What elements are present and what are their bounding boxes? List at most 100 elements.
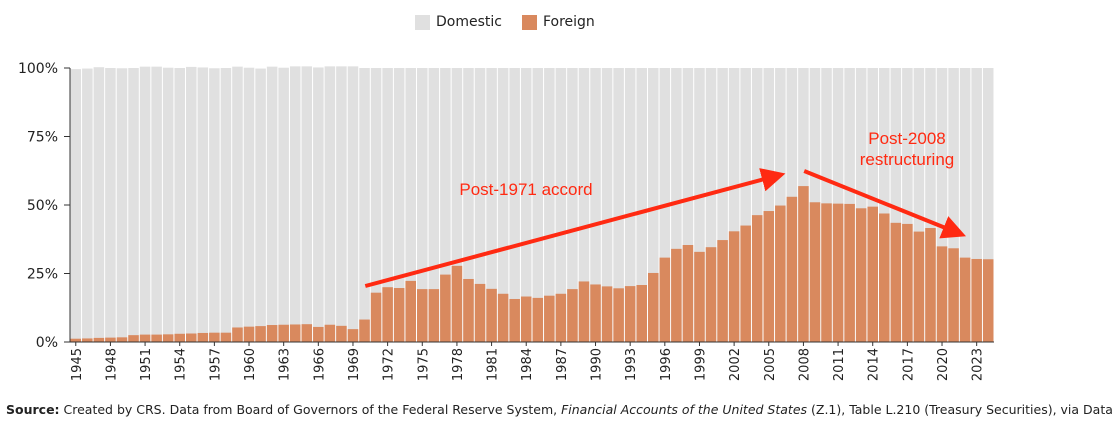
annotation-label-post-2008-line-1: Post-2008	[868, 129, 946, 148]
bar-domestic-1969	[347, 66, 359, 342]
bar-foreign-1983	[509, 298, 520, 342]
bar-domestic-1950	[128, 68, 139, 342]
bar-domestic-2016	[890, 68, 902, 342]
bar-foreign-1951	[139, 334, 151, 342]
bar-foreign-2024	[982, 259, 994, 342]
bar-foreign-2004	[751, 215, 763, 342]
bar-foreign-1957	[209, 332, 220, 342]
bar-domestic-2003	[740, 68, 751, 342]
bar-foreign-1971	[370, 292, 382, 342]
x-tick-label-1966: 1966	[312, 348, 327, 381]
bar-foreign-2005	[763, 211, 775, 342]
legend-swatch-foreign	[521, 14, 537, 30]
x-tick-label-1987: 1987	[555, 348, 570, 381]
x-tick-label-1948: 1948	[104, 348, 119, 381]
bar-foreign-2001	[717, 240, 728, 342]
bar-foreign-1994	[636, 285, 647, 342]
bar-domestic-1957	[209, 68, 220, 343]
bar-domestic-1976	[428, 68, 440, 342]
bar-domestic-1951	[139, 66, 151, 342]
legend-item-foreign[interactable]: Foreign	[521, 14, 595, 30]
annotation-label-post-2008-line-2: restructuring	[860, 150, 954, 169]
bar-foreign-2019	[925, 228, 936, 342]
bar-domestic-1971	[370, 68, 382, 342]
legend-label-domestic: Domestic	[436, 14, 502, 30]
bar-domestic-1983	[509, 68, 520, 342]
legend-swatch-domestic	[415, 14, 430, 30]
x-tick-label-1993: 1993	[624, 348, 639, 381]
bar-domestic-1946	[82, 68, 93, 342]
bar-foreign-1985	[532, 297, 544, 342]
bar-foreign-1949	[116, 337, 128, 342]
x-tick-label-1975: 1975	[416, 348, 431, 381]
source-italic: Financial Accounts of the United States	[561, 402, 808, 417]
bar-foreign-2010	[821, 203, 832, 342]
bar-foreign-1970	[359, 319, 370, 342]
bar-domestic-1992	[613, 68, 624, 342]
bar-foreign-1963	[278, 324, 289, 342]
bar-foreign-1969	[347, 329, 359, 342]
bar-foreign-2023	[971, 258, 982, 342]
bar-domestic-1984	[520, 68, 532, 342]
bar-domestic-2024	[982, 68, 994, 342]
bar-foreign-1991	[601, 286, 613, 342]
bar-foreign-1980	[474, 283, 486, 342]
source-text-before: Created by CRS. Data from Board of Gover…	[59, 402, 562, 417]
bar-domestic-1977	[440, 68, 451, 342]
bar-domestic-1975	[417, 68, 428, 342]
bar-foreign-1958	[220, 332, 232, 342]
x-tick-label-1999: 1999	[693, 348, 708, 381]
bar-foreign-2008	[798, 186, 809, 342]
x-tick-label-2020: 2020	[936, 348, 951, 381]
x-tick-label-1957: 1957	[208, 348, 223, 381]
bar-foreign-2002	[728, 231, 740, 342]
bar-domestic-1993	[624, 68, 636, 342]
bar-domestic-1945	[70, 69, 82, 342]
legend-item-domestic[interactable]: Domestic	[415, 14, 502, 30]
x-tick-label-1978: 1978	[451, 348, 466, 381]
bar-domestic-1961	[255, 68, 266, 342]
bar-foreign-1968	[336, 325, 347, 342]
x-tick-label-2005: 2005	[763, 348, 778, 381]
legend: Domestic Foreign	[415, 14, 595, 30]
bar-foreign-1959	[232, 327, 243, 342]
bar-domestic-1962	[266, 66, 278, 342]
bar-foreign-1981	[486, 288, 497, 342]
bar-foreign-1966	[313, 326, 324, 342]
bar-domestic-2006	[775, 68, 786, 342]
x-tick-label-1981: 1981	[486, 348, 501, 381]
bar-domestic-2014	[867, 68, 878, 342]
bar-domestic-1974	[405, 68, 416, 342]
x-tick-label-1972: 1972	[382, 348, 397, 381]
bar-foreign-1952	[151, 334, 162, 342]
bar-domestic-1986	[544, 68, 555, 342]
y-tick-label-50: 50%	[27, 198, 58, 214]
bar-foreign-1992	[613, 288, 624, 342]
bar-domestic-2001	[717, 68, 728, 342]
bar-foreign-1990	[590, 284, 601, 342]
bar-domestic-1980	[474, 68, 486, 342]
bar-foreign-1987	[555, 293, 567, 342]
bar-foreign-2003	[740, 225, 751, 342]
bar-foreign-2022	[959, 257, 971, 342]
x-tick-label-1984: 1984	[520, 348, 535, 381]
bar-domestic-1967	[324, 66, 336, 342]
source-note: Source: Created by CRS. Data from Board …	[6, 402, 1113, 417]
chart: 0% 25% 50% 75% 100% 1945 1948 1951 1954 1957 1960 1…	[18, 61, 994, 381]
x-tick-label-1990: 1990	[590, 348, 605, 381]
x-tick-label-1969: 1969	[347, 348, 362, 381]
bar-domestic-1989	[578, 68, 590, 342]
bar-domestic-1978	[451, 68, 463, 342]
bar-domestic-2005	[763, 68, 775, 342]
bar-foreign-1945	[70, 338, 82, 342]
bar-domestic-1964	[289, 66, 301, 342]
x-tick-label-1951: 1951	[139, 348, 154, 381]
bar-foreign-2009	[809, 202, 821, 342]
y-tick-label-100: 100%	[18, 61, 58, 77]
bar-foreign-1948	[105, 337, 116, 342]
bar-domestic-1958	[220, 68, 232, 342]
bar-foreign-1976	[428, 289, 440, 342]
bar-domestic-2019	[925, 68, 936, 342]
bar-domestic-1970	[359, 68, 370, 342]
bar-foreign-1996	[659, 257, 671, 342]
